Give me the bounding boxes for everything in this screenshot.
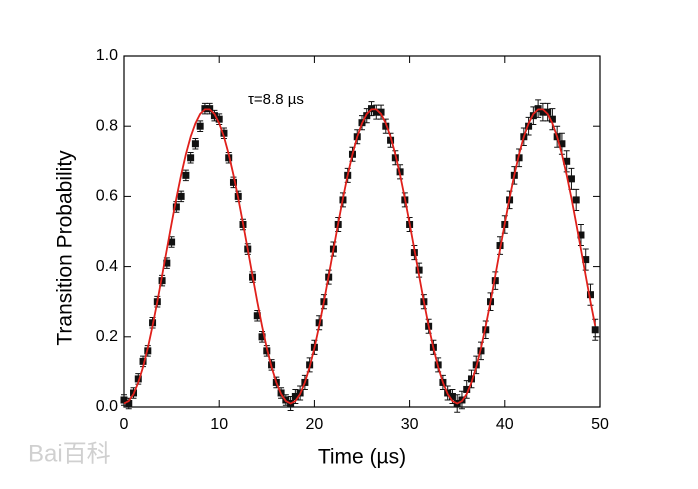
plot-frame: [123, 55, 601, 408]
data-point: [467, 375, 475, 383]
data-point: [567, 175, 575, 183]
data-point: [172, 203, 180, 211]
data-point: [291, 392, 299, 400]
data-point: [572, 196, 580, 204]
data-point: [387, 136, 395, 144]
data-point: [163, 259, 171, 267]
y-tick-label: 0.6: [96, 188, 118, 205]
data-point: [382, 122, 390, 130]
data-point: [539, 108, 547, 116]
y-tick-label: 0.4: [96, 258, 118, 275]
x-tick-label: 0: [120, 416, 129, 433]
data-point: [139, 357, 147, 365]
x-tick-label: 40: [496, 416, 514, 433]
data-point: [525, 122, 533, 130]
data-point: [177, 192, 185, 200]
data-point: [448, 392, 456, 400]
x-tick-label: 10: [210, 416, 228, 433]
data-point: [377, 108, 385, 116]
data-point: [586, 291, 594, 299]
data-point: [220, 129, 228, 137]
data-point: [258, 333, 266, 341]
data-point: [120, 396, 128, 404]
y-tick-label: 0.0: [96, 398, 118, 415]
data-point: [548, 115, 556, 123]
y-tick-label: 0.2: [96, 328, 118, 345]
data-point: [253, 312, 261, 320]
data-point: [168, 238, 176, 246]
x-tick-label: 20: [306, 416, 324, 433]
data-point: [591, 326, 599, 334]
data-point: [187, 154, 195, 162]
data-point: [563, 157, 571, 165]
data-point: [196, 122, 204, 130]
x-tick-label: 30: [401, 416, 419, 433]
data-point: [463, 385, 471, 393]
data-point: [372, 108, 380, 116]
x-axis-label: Time (µs): [318, 446, 406, 469]
data-point: [229, 178, 237, 186]
x-tick-label: 50: [591, 416, 609, 433]
data-point: [182, 171, 190, 179]
data-point: [582, 256, 590, 264]
data-point: [544, 108, 552, 116]
annotation: τ=8.8 µs: [248, 91, 304, 108]
fit-curve: [123, 108, 597, 405]
watermark: Bai百科: [28, 440, 111, 467]
y-axis-label: Transition Probability: [54, 150, 77, 346]
data-point: [125, 399, 133, 407]
data-point: [558, 140, 566, 148]
data-point: [215, 115, 223, 123]
data-point: [577, 231, 585, 239]
y-tick-label: 0.8: [96, 117, 118, 134]
data-point: [134, 375, 142, 383]
data-point: [415, 266, 423, 274]
data-point: [191, 140, 199, 148]
y-tick-label: 1.0: [96, 47, 118, 64]
